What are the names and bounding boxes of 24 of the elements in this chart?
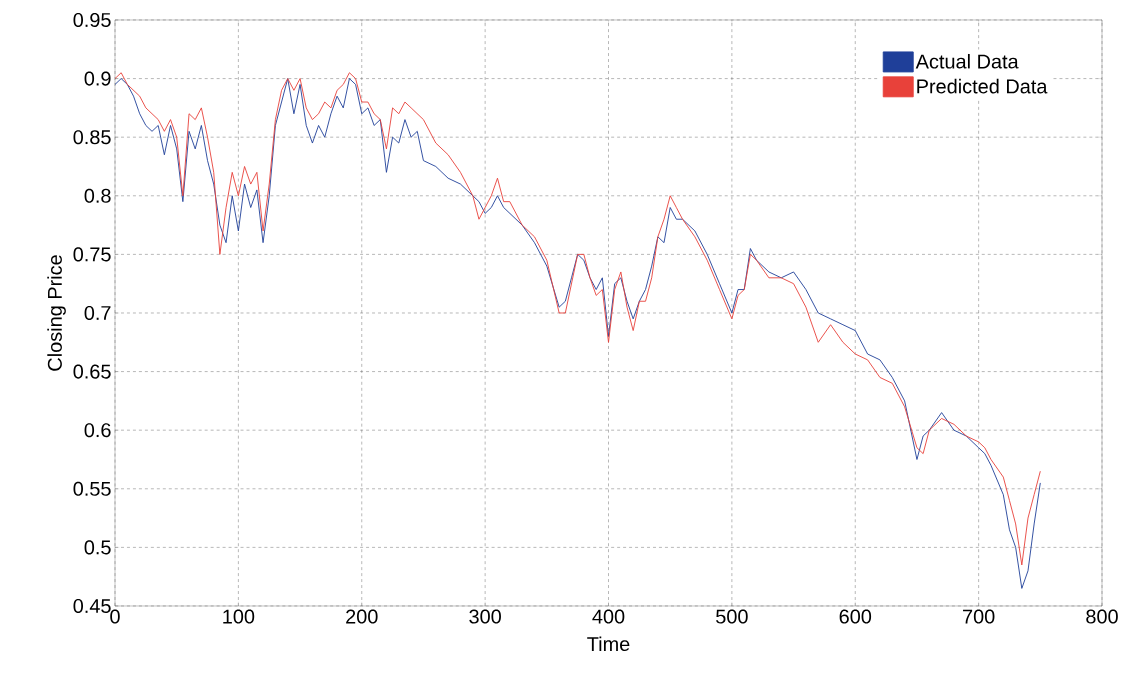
y-tick-label: 0.45 [73,598,111,614]
x-tick-label: 500 [716,609,748,624]
y-tick-label: 0.65 [73,364,111,379]
x-tick-label: 700 [963,609,995,624]
y-tick-label: 0.7 [84,305,111,321]
y-axis-title: Closing Price [47,255,66,371]
y-tick-label: 0.6 [84,423,111,438]
x-tick-label: 600 [839,609,872,624]
y-tick-label: 0.55 [73,481,111,496]
x-tick-label: 800 [1086,609,1118,624]
legend-label: Predicted Data [917,78,1048,94]
x-tick-label: 200 [346,609,378,624]
legend-label: Actual Data [915,53,1019,69]
y-tick-label: 0.8 [84,188,111,203]
y-tick-label: 0.75 [73,247,111,262]
x-tick-label: 100 [223,609,255,624]
y-tick-label: 0.95 [73,12,111,28]
y-tick-label: 0.85 [73,130,111,145]
x-tick-label: 300 [469,609,501,624]
x-tick-label: 0 [110,609,120,624]
y-tick-label: 0.9 [84,71,111,86]
x-tick-label: 400 [592,609,625,624]
x-axis-title: Time [587,636,630,652]
y-tick-label: 0.5 [84,540,111,555]
